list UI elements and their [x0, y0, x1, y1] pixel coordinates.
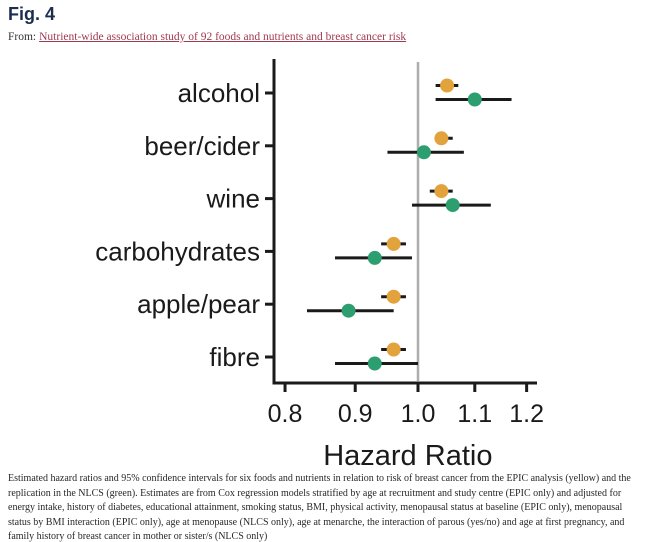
x-tick-label: 0.9 — [338, 400, 373, 428]
from-label: From: — [8, 31, 37, 43]
estimate-dot-nlcs-3 — [367, 250, 382, 265]
x-tick-label: 0.8 — [268, 400, 303, 428]
category-label: carbohydrates — [95, 236, 260, 266]
estimate-dot-nlcs-1 — [416, 145, 431, 160]
estimate-dot-epic-3 — [386, 236, 401, 251]
forest-plot-container: 0.8 0.9 1.0 1.1 1.2 alcohol beer/cider wine carb… — [95, 59, 544, 472]
x-tick-label: 1.1 — [457, 400, 492, 428]
x-axis-title: Hazard Ratio — [323, 440, 492, 470]
estimate-dot-epic-4 — [386, 289, 401, 304]
article-link[interactable]: Nutrient-wide association study of 92 fo… — [39, 31, 407, 43]
category-label: fibre — [209, 342, 260, 372]
estimate-dot-nlcs-2 — [445, 198, 460, 213]
estimate-dot-epic-1 — [434, 131, 449, 146]
hazard-ratio-forest-plot: 0.8 0.9 1.0 1.1 1.2 alcohol beer/cider wine carb… — [95, 59, 544, 472]
figure-caption: Estimated hazard ratios and 95% confiden… — [8, 473, 631, 542]
category-label: alcohol — [178, 78, 260, 108]
category-label: beer/cider — [144, 131, 260, 161]
source-line: From: Nutrient-wide association study of … — [8, 31, 406, 43]
x-tick-label: 1.0 — [401, 400, 436, 428]
estimate-dot-epic-2 — [434, 184, 449, 199]
category-label: wine — [206, 184, 260, 214]
category-label: apple/pear — [137, 289, 260, 319]
estimate-dot-nlcs-0 — [467, 92, 482, 107]
estimate-dot-nlcs-4 — [341, 303, 356, 318]
x-tick-label: 1.2 — [509, 400, 544, 428]
estimate-dot-epic-5 — [386, 342, 401, 357]
figure-title: Fig. 4 — [8, 4, 56, 24]
estimate-dot-nlcs-5 — [367, 356, 382, 371]
estimate-dot-epic-0 — [440, 78, 455, 93]
